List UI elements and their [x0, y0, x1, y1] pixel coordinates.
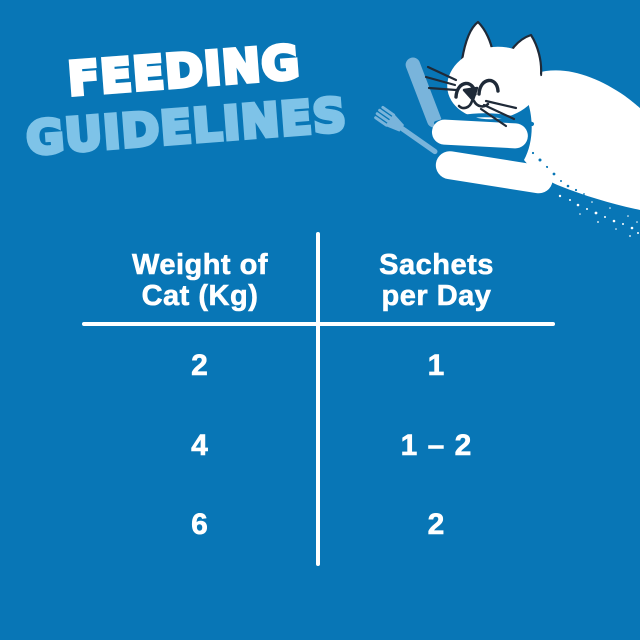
column-header-weight: Weight of Cat (Kg): [82, 249, 318, 312]
cat-whiskers: [424, 65, 518, 128]
header-line: Cat (Kg): [141, 280, 259, 312]
table-header-divider: [82, 322, 555, 326]
sachets-value: 2: [427, 508, 446, 542]
column-header-sachets: Sachets per Day: [318, 249, 555, 312]
body-speckle-outer: [558, 194, 639, 237]
sachets-value: 1 – 2: [400, 429, 473, 463]
weight-value: 6: [191, 508, 209, 542]
table-header-row: Weight of Cat (Kg) Sachets per Day: [82, 249, 555, 312]
header-line: Sachets: [379, 249, 494, 281]
table-vertical-divider: [316, 232, 320, 566]
fork-icon: [374, 105, 438, 155]
cat-eye-right: [477, 78, 500, 96]
table-row: 6 2: [82, 507, 555, 543]
weight-value: 4: [191, 429, 209, 463]
table-row: 4 1 – 2: [82, 428, 555, 464]
header-line: Weight of: [131, 249, 269, 281]
sachets-value: 1: [427, 349, 446, 383]
cat-mouth: [457, 99, 474, 110]
cat-face: [454, 78, 500, 110]
cat-nose: [462, 86, 479, 102]
feeding-table: Weight of Cat (Kg) Sachets per Day 2 1 4…: [82, 232, 555, 566]
cat-mouth: [472, 99, 490, 108]
cat-paw: [431, 119, 553, 194]
header-line: per Day: [381, 280, 492, 312]
table-row: 2 1: [82, 348, 555, 384]
weight-value: 2: [191, 349, 209, 383]
